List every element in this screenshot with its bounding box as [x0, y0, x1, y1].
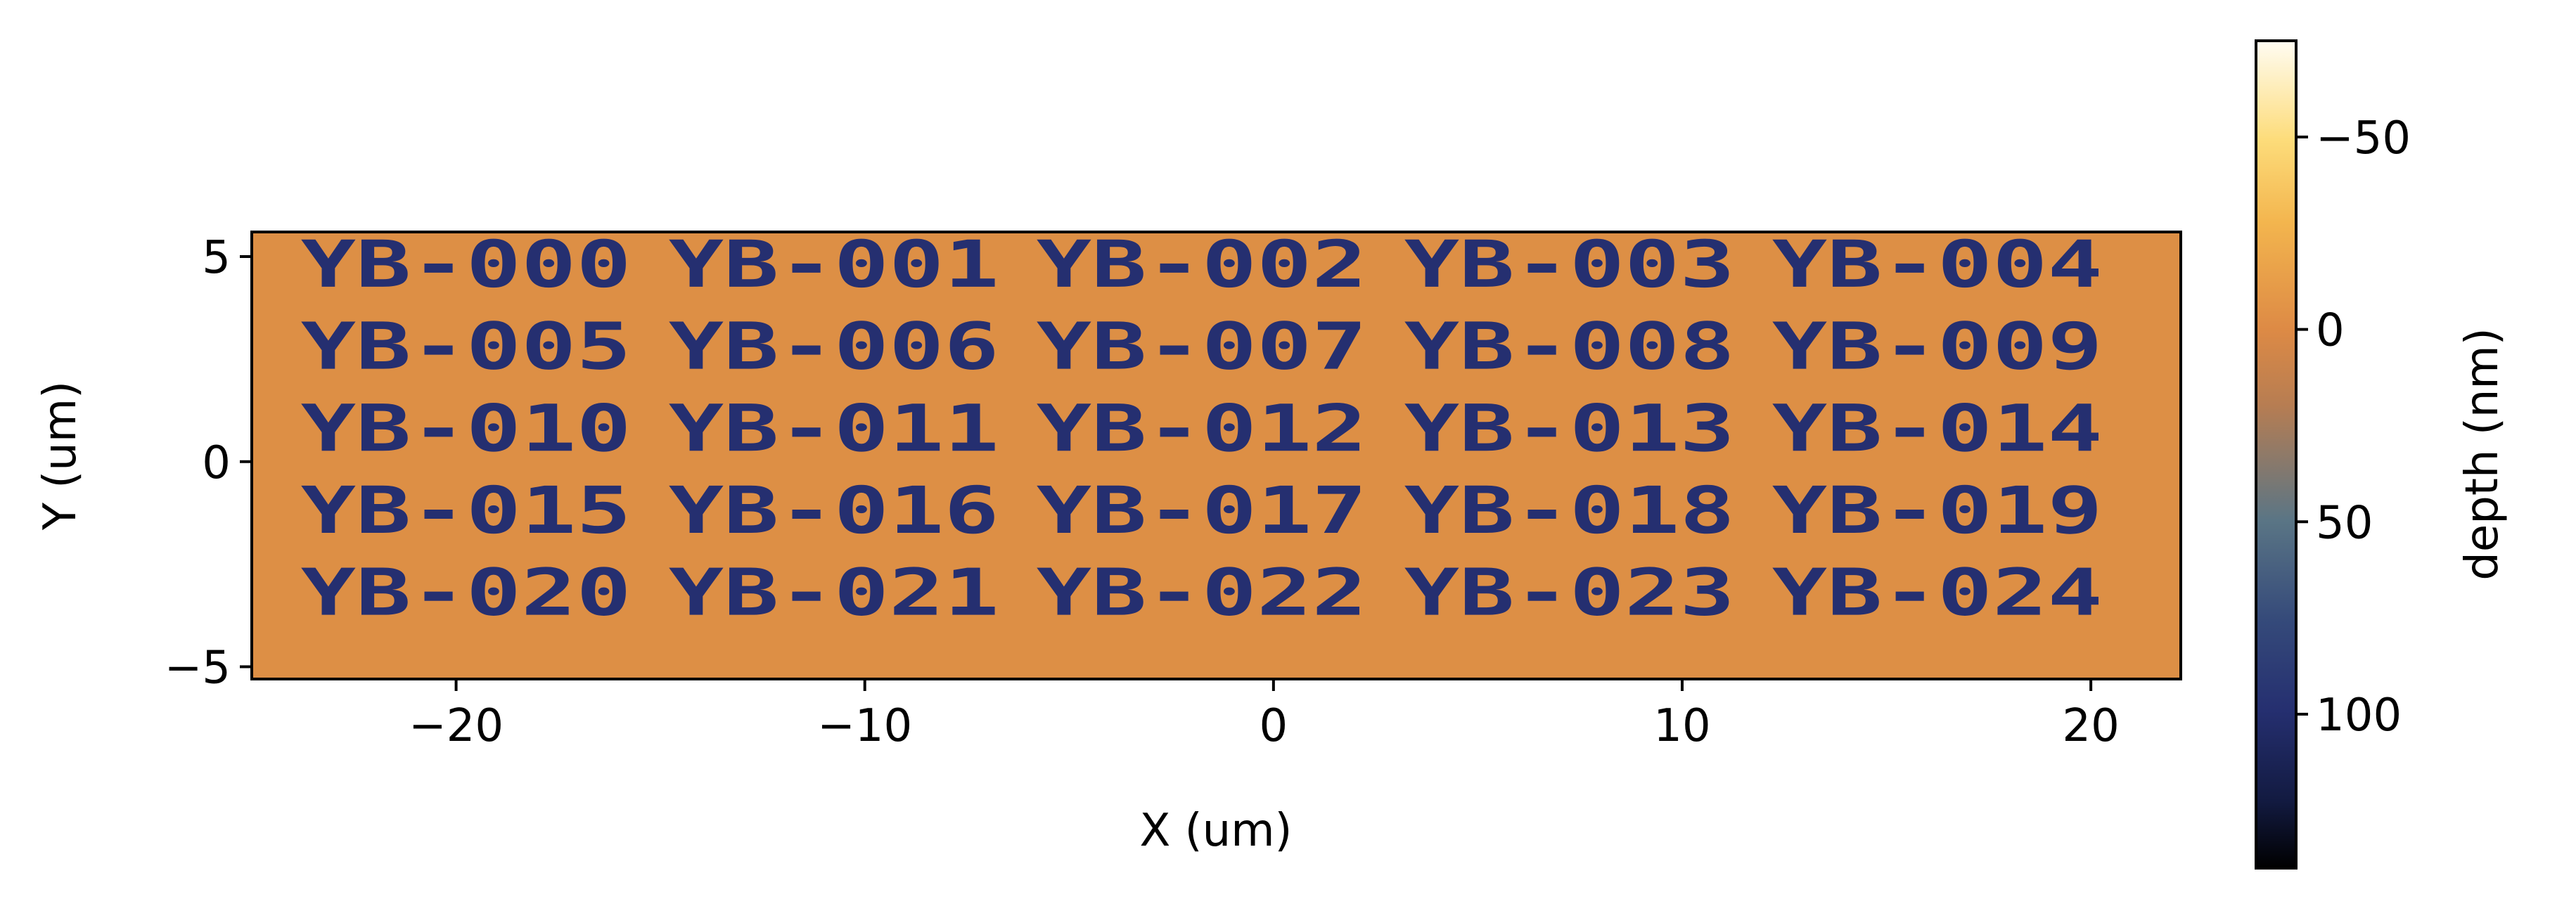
etched-label: YB-001 — [669, 227, 999, 302]
etched-label: YB-002 — [1037, 227, 1367, 302]
etched-label: YB-023 — [1404, 555, 1735, 631]
colorbar-label: depth (nm) — [2456, 328, 2508, 580]
colorbar-ticks: −50 0 50 100 — [2296, 112, 2411, 742]
heatmap-background — [252, 232, 2181, 679]
colorbar-gradient — [2255, 39, 2298, 870]
etched-label: YB-018 — [1404, 473, 1735, 548]
etched-label: YB-011 — [669, 391, 999, 466]
etched-label: YB-014 — [1772, 391, 2103, 466]
x-tick-label: 0 — [1260, 700, 1288, 752]
colorbar-tick-label: 50 — [2316, 497, 2373, 549]
etched-label: YB-005 — [301, 309, 632, 385]
y-tick-label: −5 — [165, 642, 231, 694]
etched-label: YB-020 — [301, 555, 632, 631]
plot-frame — [250, 231, 2182, 680]
etched-label: YB-000 — [301, 227, 632, 302]
etched-label: YB-019 — [1772, 473, 2103, 548]
etched-label: YB-004 — [1772, 227, 2103, 302]
etched-label: YB-006 — [669, 309, 999, 385]
etched-label: YB-016 — [669, 473, 999, 548]
y-axis-label: Y (um) — [34, 381, 86, 531]
etched-label: YB-007 — [1037, 309, 1367, 385]
x-tick-label: −20 — [409, 700, 504, 752]
x-tick-label: −10 — [817, 700, 912, 752]
colorbar-tick-label: 0 — [2316, 305, 2345, 357]
etched-label: YB-024 — [1772, 555, 2103, 631]
etched-label: YB-008 — [1404, 309, 1735, 385]
etched-label: YB-015 — [301, 473, 632, 548]
etched-label: YB-021 — [669, 555, 999, 631]
etched-label: YB-022 — [1037, 555, 1367, 631]
y-axis: 5 0 −5 — [165, 232, 252, 694]
etched-label: YB-017 — [1037, 473, 1367, 548]
x-axis-label: X (um) — [1139, 805, 1292, 857]
y-tick-label: 5 — [202, 232, 231, 284]
etched-label: YB-012 — [1037, 391, 1367, 466]
x-tick-label: 10 — [1653, 700, 1710, 752]
colorbar: −50 0 50 100 — [2255, 39, 2411, 870]
etched-label: YB-010 — [301, 391, 632, 466]
etched-label: YB-013 — [1404, 391, 1735, 466]
x-tick-label: 20 — [2062, 700, 2119, 752]
y-tick-label: 0 — [202, 437, 231, 489]
etched-label: YB-009 — [1772, 309, 2103, 385]
colorbar-tick-label: −50 — [2316, 112, 2411, 164]
colorbar-tick-label: 100 — [2316, 690, 2402, 742]
etched-label: YB-003 — [1404, 227, 1735, 302]
x-axis: −20 −10 0 10 20 — [409, 679, 2120, 752]
